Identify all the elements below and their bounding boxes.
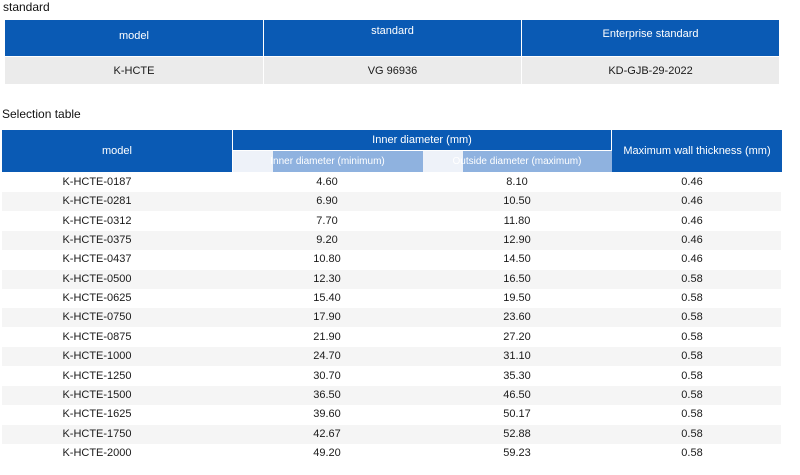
standard-header-enterprise: Enterprise standard: [522, 20, 779, 56]
row-wall-thickness-cell: 0.58: [681, 272, 703, 285]
table-row: K-HCTE-0750 17.90 23.60 0.58: [2, 308, 781, 328]
row-inner-diameter-cell: 6.90: [316, 195, 338, 208]
standard-header-enterprise-label: Enterprise standard: [602, 28, 699, 40]
row-inner-diameter-cell: 42.67: [313, 427, 341, 440]
row-outside-diameter-cell: 35.30: [503, 369, 531, 382]
row-inner-diameter-cell: 17.90: [313, 311, 341, 324]
selection-header-inner-min: Inner diameter (minimum): [233, 151, 423, 172]
row-inner-diameter-cell: 7.70: [316, 214, 338, 227]
selection-header-model-label: model: [102, 145, 132, 157]
row-outside-diameter-cell: 50.17: [503, 408, 531, 421]
table-row: K-HCTE-1250 30.70 35.30 0.58: [2, 367, 781, 386]
standard-header-standard: standard: [264, 20, 521, 56]
row-outside-diameter-cell: 14.50: [503, 253, 531, 266]
selection-header-inner-group-label: Inner diameter (mm): [372, 134, 472, 146]
row-wall-thickness-cell: 0.58: [681, 311, 703, 324]
standard-header-standard-label: standard: [371, 25, 414, 37]
selection-header-outside-max: Outside diameter (maximum): [423, 151, 613, 172]
row-model-cell: K-HCTE-0281: [62, 195, 132, 208]
row-wall-thickness-cell: 0.58: [681, 388, 703, 401]
row-inner-diameter-cell: 39.60: [313, 408, 341, 421]
table-row: K-HCTE-2000 49.20 59.23 0.58: [2, 444, 781, 463]
selection-header-inner-min-label: Inner diameter (minimum): [270, 156, 385, 167]
row-inner-diameter-cell: 12.30: [313, 272, 341, 285]
standard-header-model-label: model: [119, 30, 149, 42]
table-row: K-HCTE-0187 4.60 8.10 0.46: [2, 173, 781, 192]
row-inner-diameter-cell: 4.60: [316, 176, 338, 188]
table-row: K-HCTE-0281 6.90 10.50 0.46: [2, 192, 781, 212]
row-model-cell: K-HCTE-1500: [62, 388, 132, 401]
row-wall-thickness-cell: 0.46: [681, 176, 703, 188]
row-inner-diameter-cell: 36.50: [313, 388, 341, 401]
table-row: K-HCTE-0375 9.20 12.90 0.46: [2, 231, 781, 251]
row-outside-diameter-cell: 52.88: [503, 427, 531, 440]
row-model-cell: K-HCTE-0375: [62, 234, 132, 247]
table-row: K-HCTE-1625 39.60 50.17 0.58: [2, 405, 781, 424]
table-row: K-HCTE-0875 21.90 27.20 0.58: [2, 328, 781, 347]
row-model-cell: K-HCTE-1750: [62, 427, 132, 440]
row-outside-diameter-cell: 23.60: [503, 311, 531, 324]
row-inner-diameter-cell: 9.20: [316, 234, 338, 247]
row-outside-diameter-cell: 12.90: [503, 234, 531, 247]
row-model-cell: K-HCTE-2000: [62, 446, 132, 459]
row-model-cell: K-HCTE-0500: [62, 272, 132, 285]
table-row: K-HCTE-0500 12.30 16.50 0.58: [2, 269, 781, 289]
table-row: K-HCTE-1500 36.50 46.50 0.58: [2, 385, 781, 405]
row-outside-diameter-cell: 27.20: [503, 330, 531, 343]
row-wall-thickness-cell: 0.58: [681, 330, 703, 343]
row-outside-diameter-cell: 16.50: [503, 272, 531, 285]
row-inner-diameter-cell: 10.80: [313, 253, 341, 266]
row-wall-thickness-cell: 0.58: [681, 292, 703, 305]
row-inner-diameter-cell: 15.40: [313, 292, 341, 305]
row-model-cell: K-HCTE-0312: [62, 214, 132, 227]
selection-header-inner-group: Inner diameter (mm): [233, 130, 611, 150]
table-row: K-HCTE-0625 15.40 19.50 0.58: [2, 289, 781, 308]
row-inner-diameter-cell: 24.70: [313, 350, 341, 363]
table-row: K-HCTE-1750 42.67 52.88 0.58: [2, 424, 781, 444]
row-model-cell: K-HCTE-1250: [62, 369, 132, 382]
selection-header-model: model: [2, 130, 232, 172]
row-inner-diameter-cell: 30.70: [313, 369, 341, 382]
table-row: K-HCTE-0437 10.80 14.50 0.46: [2, 250, 781, 269]
row-model-cell: K-HCTE-1000: [62, 350, 132, 363]
row-outside-diameter-cell: 31.10: [503, 350, 531, 363]
row-wall-thickness-cell: 0.46: [681, 195, 703, 208]
row-wall-thickness-cell: 0.58: [681, 427, 703, 440]
row-wall-thickness-cell: 0.46: [681, 234, 703, 247]
standard-value-enterprise: KD-GJB-29-2022: [522, 57, 779, 84]
row-outside-diameter-cell: 19.50: [503, 292, 531, 305]
row-outside-diameter-cell: 8.10: [506, 176, 528, 188]
row-model-cell: K-HCTE-0437: [62, 253, 132, 266]
row-wall-thickness-cell: 0.58: [681, 369, 703, 382]
row-outside-diameter-cell: 10.50: [503, 195, 531, 208]
standard-value-model: K-HCTE: [5, 57, 263, 84]
table-row: K-HCTE-1000 24.70 31.10 0.58: [2, 347, 781, 367]
row-model-cell: K-HCTE-0750: [62, 311, 132, 324]
row-model-cell: K-HCTE-0625: [62, 292, 132, 305]
row-model-cell: K-HCTE-0187: [62, 176, 132, 188]
row-outside-diameter-cell: 11.80: [503, 214, 531, 227]
row-wall-thickness-cell: 0.46: [681, 253, 703, 266]
row-inner-diameter-cell: 49.20: [313, 446, 341, 459]
row-wall-thickness-cell: 0.46: [681, 214, 703, 227]
standard-header-model: model: [5, 20, 263, 56]
row-outside-diameter-cell: 59.23: [503, 446, 531, 459]
row-wall-thickness-cell: 0.58: [681, 350, 703, 363]
row-model-cell: K-HCTE-0875: [62, 330, 132, 343]
table-row: K-HCTE-0312 7.70 11.80 0.46: [2, 212, 781, 231]
standard-value-standard: VG 96936: [264, 57, 521, 84]
selection-header-outside-max-label: Outside diameter (maximum): [452, 156, 582, 167]
row-outside-diameter-cell: 46.50: [503, 388, 531, 401]
row-wall-thickness-cell: 0.58: [681, 446, 703, 459]
row-inner-diameter-cell: 21.90: [313, 330, 341, 343]
selection-section-title: Selection table: [2, 107, 81, 121]
row-wall-thickness-cell: 0.58: [681, 408, 703, 421]
row-model-cell: K-HCTE-1625: [62, 408, 132, 421]
standard-section-title: standard: [3, 0, 50, 14]
selection-header-wall: Maximum wall thickness (mm): [612, 130, 782, 172]
selection-header-wall-label: Maximum wall thickness (mm): [623, 145, 771, 157]
